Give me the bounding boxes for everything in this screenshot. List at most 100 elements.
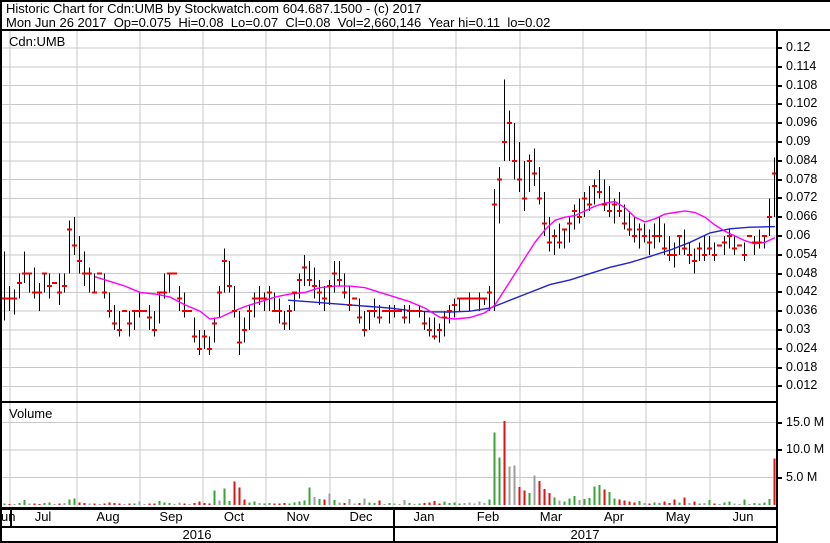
volume-bar bbox=[313, 496, 316, 505]
price-axis-tick bbox=[776, 328, 782, 331]
close-dash bbox=[122, 310, 127, 313]
close-dash bbox=[357, 316, 362, 319]
volume-axis-tick bbox=[776, 476, 782, 479]
volume-bar bbox=[233, 481, 236, 505]
volume-bar bbox=[533, 475, 536, 505]
volume-gridlines bbox=[2, 403, 777, 507]
close-dash bbox=[177, 297, 182, 300]
close-dash bbox=[272, 310, 277, 313]
volume-bar bbox=[238, 487, 241, 505]
close-dash bbox=[687, 253, 692, 256]
volume-bar bbox=[358, 502, 361, 505]
volume-bar bbox=[548, 492, 551, 505]
close-dash bbox=[97, 272, 102, 275]
close-dash bbox=[662, 247, 667, 250]
close-dash bbox=[742, 253, 747, 256]
volume-bar bbox=[193, 502, 196, 505]
close-dash bbox=[642, 234, 647, 237]
close-dash bbox=[427, 328, 432, 331]
volume-bar bbox=[688, 502, 691, 505]
volume-bar bbox=[203, 502, 206, 505]
price-axis-tick-label: 0.114 bbox=[786, 58, 817, 73]
close-dash bbox=[32, 291, 37, 294]
month-label-aug: Aug bbox=[96, 509, 120, 524]
close-dash bbox=[522, 197, 527, 200]
header-title: Historic Chart for Cdn:UMB by Stockwatch… bbox=[6, 1, 422, 16]
month-label-feb: Feb bbox=[476, 509, 500, 524]
chart-right-border bbox=[776, 29, 778, 543]
volume-bar bbox=[593, 486, 596, 505]
volume-bar bbox=[273, 503, 276, 505]
volume-bar bbox=[8, 503, 11, 505]
volume-bar bbox=[218, 500, 221, 505]
volume-bars bbox=[3, 421, 776, 505]
close-dash bbox=[312, 285, 317, 288]
close-dash bbox=[187, 310, 192, 313]
volume-bar bbox=[478, 501, 481, 505]
volume-bar bbox=[13, 503, 16, 505]
volume-bar bbox=[758, 503, 761, 505]
volume-bar bbox=[348, 498, 351, 505]
volume-bar bbox=[618, 499, 621, 505]
volume-bar bbox=[148, 503, 151, 505]
close-dash bbox=[147, 316, 152, 319]
close-dash bbox=[382, 310, 387, 313]
volume-bar bbox=[168, 502, 171, 505]
price-axis-tick bbox=[776, 366, 782, 369]
volume-bar bbox=[228, 501, 231, 505]
close-dash bbox=[762, 234, 767, 237]
close-dash bbox=[767, 216, 772, 219]
volume-bar bbox=[293, 502, 296, 505]
volume-bar bbox=[248, 502, 251, 505]
volume-bar bbox=[318, 498, 321, 505]
volume-bar bbox=[138, 501, 141, 505]
close-dash bbox=[467, 297, 472, 300]
border-left bbox=[0, 0, 2, 543]
volume-bar bbox=[263, 503, 266, 505]
close-dash bbox=[282, 322, 287, 325]
close-dash bbox=[387, 310, 392, 313]
volume-bar bbox=[28, 503, 31, 505]
month-band-divider bbox=[10, 507, 12, 527]
close-dash bbox=[442, 316, 447, 319]
close-dash bbox=[472, 297, 477, 300]
close-dash bbox=[7, 297, 12, 300]
close-dash bbox=[42, 272, 47, 275]
volume-bar bbox=[23, 500, 26, 505]
close-dash bbox=[592, 184, 597, 187]
volume-bar bbox=[213, 490, 216, 505]
volume-bar bbox=[223, 488, 226, 505]
volume-bar bbox=[108, 502, 111, 505]
volume-bar bbox=[583, 498, 586, 505]
volume-bar bbox=[178, 502, 181, 505]
close-dash bbox=[252, 297, 257, 300]
close-dash bbox=[182, 310, 187, 313]
volume-bar bbox=[413, 503, 416, 505]
close-dash bbox=[72, 244, 77, 247]
close-dash bbox=[137, 310, 142, 313]
price-axis-tick-label: 0.054 bbox=[786, 246, 818, 261]
close-dash bbox=[317, 291, 322, 294]
volume-bar bbox=[328, 493, 331, 505]
close-dash bbox=[627, 228, 632, 231]
volume-bar bbox=[398, 503, 401, 505]
volume-bar bbox=[128, 503, 131, 505]
close-dash bbox=[617, 209, 622, 212]
price-axis-tick bbox=[776, 140, 782, 143]
close-dash bbox=[577, 216, 582, 219]
moving-average-fast-line bbox=[94, 200, 776, 320]
close-dash bbox=[552, 234, 557, 237]
price-axis-tick-label: 0.03 bbox=[786, 321, 811, 336]
volume-bar bbox=[513, 465, 516, 505]
close-dash bbox=[562, 228, 567, 231]
volume-bar bbox=[118, 503, 121, 505]
close-dash bbox=[437, 328, 442, 331]
close-dash bbox=[107, 310, 112, 313]
volume-bar bbox=[393, 503, 396, 505]
volume-bar bbox=[493, 432, 496, 505]
price-axis-tick bbox=[776, 122, 782, 125]
close-dash bbox=[502, 140, 507, 143]
price-axis-tick bbox=[776, 291, 782, 294]
close-dash bbox=[447, 310, 452, 313]
year-band-divider bbox=[393, 527, 395, 543]
